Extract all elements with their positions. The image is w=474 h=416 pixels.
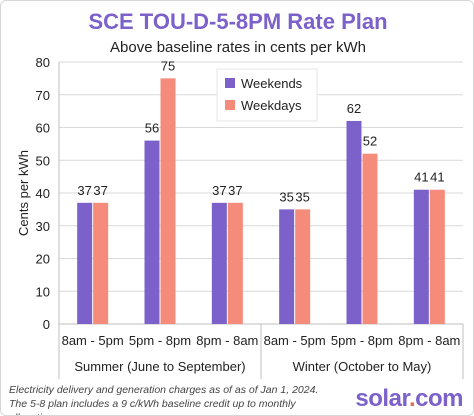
x-tick-label: 8am - 5pm <box>62 333 124 348</box>
y-tick-label: 60 <box>36 121 50 136</box>
bar-weekdays-4 <box>362 153 378 324</box>
brand-name: solar <box>355 385 409 412</box>
bar-weekdays-1 <box>160 78 176 324</box>
bar-weekdays-3 <box>295 209 311 324</box>
group-label: Winter (October to May) <box>293 359 432 374</box>
footnote: Electricity delivery and generation char… <box>9 384 319 415</box>
legend-label-weekends: Weekends <box>241 76 303 91</box>
chart-subtitle: Above baseline rates in cents per kWh <box>110 39 366 56</box>
bar-weekdays-5 <box>429 189 445 324</box>
legend-swatch-weekends <box>225 78 235 88</box>
bar-weekdays-2 <box>227 202 243 324</box>
data-label: 35 <box>295 189 309 204</box>
data-label: 75 <box>161 58 175 73</box>
bar-weekends-5 <box>413 189 429 324</box>
x-tick-label: 8am - 5pm <box>264 333 326 348</box>
data-label: 41 <box>414 170 428 185</box>
bar-weekends-3 <box>279 209 295 324</box>
bar-weekdays-0 <box>93 202 109 324</box>
x-tick-label: 8pm - 8am <box>196 333 258 348</box>
data-label: 52 <box>363 134 377 149</box>
y-tick-label: 0 <box>43 317 50 332</box>
chart-title: SCE TOU-D-5-8PM Rate Plan <box>88 9 388 34</box>
y-tick-label: 70 <box>36 88 50 103</box>
data-label: 56 <box>145 121 159 136</box>
bar-weekends-0 <box>77 202 93 324</box>
legend-box <box>216 68 318 122</box>
bar-weekends-4 <box>346 120 362 324</box>
data-label: 37 <box>228 183 242 198</box>
x-tick-label: 5pm - 8pm <box>129 333 191 348</box>
x-tick-label: 5pm - 8pm <box>331 333 393 348</box>
brand-tld: com <box>415 385 463 412</box>
data-label: 62 <box>347 101 361 116</box>
group-label: Summer (June to September) <box>74 359 245 374</box>
data-label: 37 <box>212 183 226 198</box>
legend-label-weekdays: Weekdays <box>241 98 302 113</box>
y-axis-label: Cents per kWh <box>16 150 31 236</box>
bar-weekends-2 <box>211 202 227 324</box>
data-label: 37 <box>93 183 107 198</box>
y-tick-label: 50 <box>36 153 50 168</box>
brand-logo: solar.com <box>355 385 463 413</box>
y-tick-label: 20 <box>36 252 50 267</box>
legend-swatch-weekdays <box>225 100 235 110</box>
y-tick-label: 40 <box>36 186 50 201</box>
brand-dot: . <box>408 385 416 412</box>
data-label: 37 <box>77 183 91 198</box>
x-tick-label: 8pm - 8am <box>398 333 460 348</box>
data-label: 35 <box>279 189 293 204</box>
data-label: 41 <box>430 170 444 185</box>
y-tick-label: 10 <box>36 284 50 299</box>
bar-weekends-1 <box>144 140 160 324</box>
y-tick-label: 80 <box>36 55 50 70</box>
y-tick-label: 30 <box>36 219 50 234</box>
